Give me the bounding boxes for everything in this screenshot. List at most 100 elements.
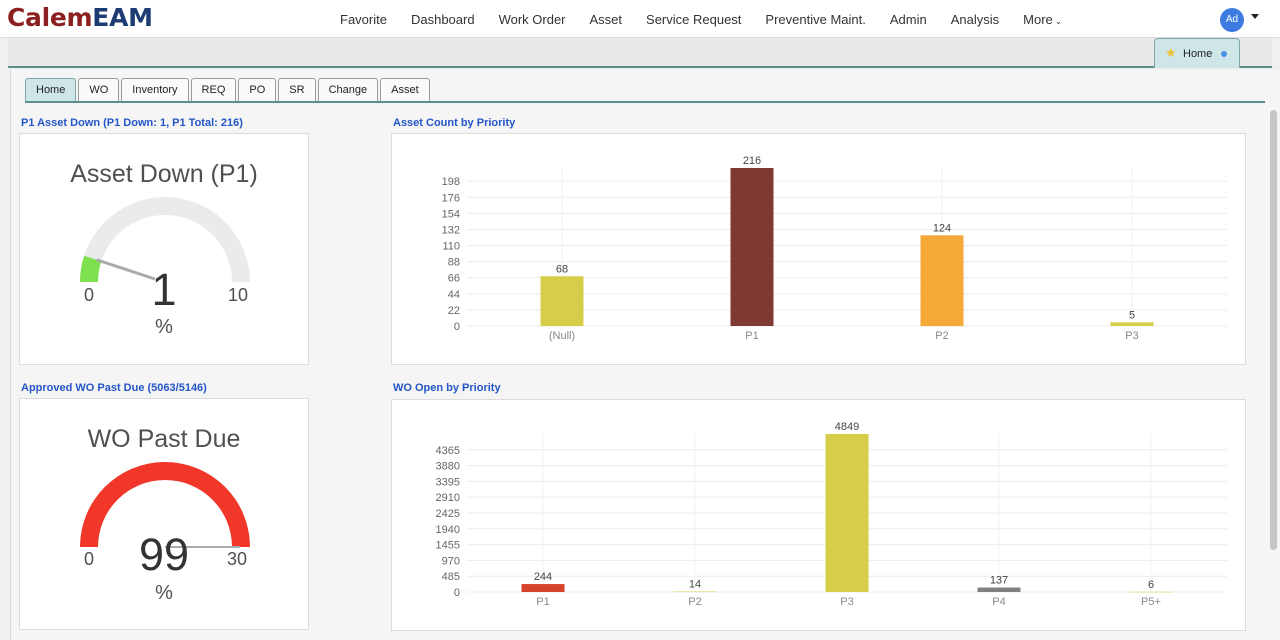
chart1-bar-p3[interactable] <box>1110 322 1154 326</box>
chart2-section-title: WO Open by Priority <box>393 382 501 394</box>
subtab-inventory[interactable]: Inventory <box>121 78 189 102</box>
window-tab-label: Home <box>1183 48 1213 60</box>
subtab-sr[interactable]: SR <box>278 78 316 102</box>
chart1-section-title: Asset Count by Priority <box>393 117 516 129</box>
chart1-x-tick-label: P1 <box>745 330 758 342</box>
chart2-bar-p1[interactable] <box>521 584 565 592</box>
chart1-data-label: 124 <box>933 222 951 234</box>
chart2-bar-p5[interactable] <box>1129 591 1173 593</box>
gauge2-unit: % <box>155 582 173 604</box>
nav-preventive-maint[interactable]: Preventive Maint. <box>765 11 866 27</box>
chart1-y-tick-label: 132 <box>442 224 460 236</box>
gauge1-value: 1 <box>151 264 177 315</box>
gauge1-panel: Asset Down (P1) 0 10 1 % <box>19 133 309 365</box>
dashboard-subtabs: Home WO Inventory REQ PO SR Change Asset <box>25 78 432 102</box>
chart2-x-tick-label: P2 <box>688 596 701 608</box>
subtab-change[interactable]: Change <box>317 78 379 102</box>
gauge2-section-title: Approved WO Past Due (5063/5146) <box>21 382 207 394</box>
gauge1-needle <box>96 258 156 281</box>
gauge1-unit: % <box>155 316 173 338</box>
caret-down-icon[interactable] <box>1251 14 1259 19</box>
nav-admin[interactable]: Admin <box>889 11 927 27</box>
gauge1-fill <box>80 255 102 282</box>
chart1-x-tick-label: (Null) <box>549 330 575 342</box>
nav-asset[interactable]: Asset <box>589 11 623 27</box>
chart1-x-tick-label: P2 <box>935 330 948 342</box>
chart2-bar-p2[interactable] <box>673 591 717 593</box>
nav-favorite[interactable]: Favorite <box>340 11 387 27</box>
gauge2-max: 30 <box>227 549 248 569</box>
window-tab-strip <box>8 38 1272 68</box>
nav-dashboard[interactable]: Dashboard <box>410 11 475 27</box>
subtab-wo[interactable]: WO <box>78 78 120 102</box>
chart1-y-tick-label: 44 <box>448 289 460 301</box>
chart1-y-tick-label: 198 <box>442 176 460 188</box>
logo-text-eam: EAM <box>92 3 153 32</box>
chart1-y-tick-label: 88 <box>448 257 460 269</box>
gauge1-min: 0 <box>84 285 95 305</box>
wo-open-chart: 0 485 970 1455 1940 2425 2910 3395 3880 4365 244 P1… <box>436 421 1227 608</box>
chart2-y-tick-label: 3880 <box>436 461 460 473</box>
chart2-y-tick-label: 4365 <box>436 445 460 457</box>
chart1-y-tick-label: 154 <box>442 208 460 220</box>
subtab-divider <box>25 101 1265 103</box>
chart2-data-label: 4849 <box>835 421 859 433</box>
chart1-y-tick-label: 110 <box>442 241 460 253</box>
window-tab-home[interactable]: ★ Home <box>1154 38 1240 68</box>
top-navigation-bar: CalemEAM Favorite Dashboard Work Order A… <box>0 0 1280 38</box>
chart2-bar-p4[interactable] <box>977 587 1021 592</box>
asset-count-chart: 0 22 44 66 88 110 132 154 176 198 68 (Null) 216 P1 124… <box>442 155 1227 342</box>
gauge2-value: 99 <box>138 529 190 580</box>
gauge2-panel: WO Past Due 0 30 99 % <box>19 398 309 630</box>
chart2-y-tick-label: 2425 <box>436 508 460 520</box>
chart1-y-tick-label: 66 <box>448 273 460 285</box>
chart2-y-tick-label: 485 <box>442 571 460 583</box>
chart1-x-tick-label: P3 <box>1125 330 1138 342</box>
nav-more-menu[interactable]: More ⌄ <box>1023 12 1062 27</box>
gauge1-section-title: P1 Asset Down (P1 Down: 1, P1 Total: 216… <box>21 117 243 129</box>
logo-text-calem: Calem <box>7 3 93 32</box>
chart2-y-tick-label: 1455 <box>436 540 460 552</box>
vertical-scrollbar[interactable] <box>1270 110 1277 550</box>
nav-work-order[interactable]: Work Order <box>498 11 566 27</box>
chart2-bar-p3[interactable] <box>825 434 869 592</box>
gauge2-fill <box>80 462 251 548</box>
chart1-bar-p1[interactable] <box>730 168 774 326</box>
chart2-x-tick-label: P5+ <box>1141 596 1161 608</box>
user-avatar[interactable]: Ad <box>1220 8 1244 32</box>
chart1-panel: 0 22 44 66 88 110 132 154 176 198 68 (Null) 216 P1 124… <box>391 133 1246 365</box>
gauge2-dial <box>80 462 251 548</box>
chevron-down-icon: ⌄ <box>1054 15 1063 26</box>
chart1-bar-null[interactable] <box>540 276 584 326</box>
chart2-panel: 0 485 970 1455 1940 2425 2910 3395 3880 4365 244 P1… <box>391 399 1246 631</box>
chart1-bar-p2[interactable] <box>920 235 964 326</box>
subtab-asset[interactable]: Asset <box>380 78 430 102</box>
chart2-y-tick-label: 0 <box>454 587 460 599</box>
chart1-data-label: 216 <box>743 155 761 167</box>
chart1-data-label: 5 <box>1129 309 1135 321</box>
chart2-data-label: 6 <box>1148 579 1154 591</box>
chart2-x-tick-label: P1 <box>536 596 549 608</box>
gauge1-dial <box>80 197 250 282</box>
subtab-req[interactable]: REQ <box>190 78 237 102</box>
app-logo[interactable]: CalemEAM <box>7 3 153 32</box>
status-dot-icon <box>1221 51 1227 57</box>
chart2-y-tick-label: 1940 <box>436 524 460 536</box>
dashboard-content: Home WO Inventory REQ PO SR Change Asset… <box>10 70 1280 640</box>
subtab-po[interactable]: PO <box>238 78 277 102</box>
gauge1-max: 10 <box>228 285 249 305</box>
nav-service-request[interactable]: Service Request <box>646 11 742 27</box>
chart1-data-label: 68 <box>556 263 568 275</box>
star-icon: ★ <box>1165 45 1177 60</box>
chart2-data-label: 14 <box>689 579 701 591</box>
chart2-y-tick-label: 2910 <box>436 492 460 504</box>
chart2-x-tick-label: P3 <box>840 596 853 608</box>
chart2-y-tick-label: 3395 <box>436 476 460 488</box>
main-menu: Favorite Dashboard Work Order Asset Serv… <box>340 0 1086 38</box>
subtab-home[interactable]: Home <box>25 78 77 102</box>
nav-analysis[interactable]: Analysis <box>950 11 1000 27</box>
chart2-data-label: 244 <box>534 571 552 583</box>
chart2-x-tick-label: P4 <box>992 596 1005 608</box>
gauge1-track <box>80 197 250 282</box>
nav-more-label: More <box>1023 11 1053 27</box>
